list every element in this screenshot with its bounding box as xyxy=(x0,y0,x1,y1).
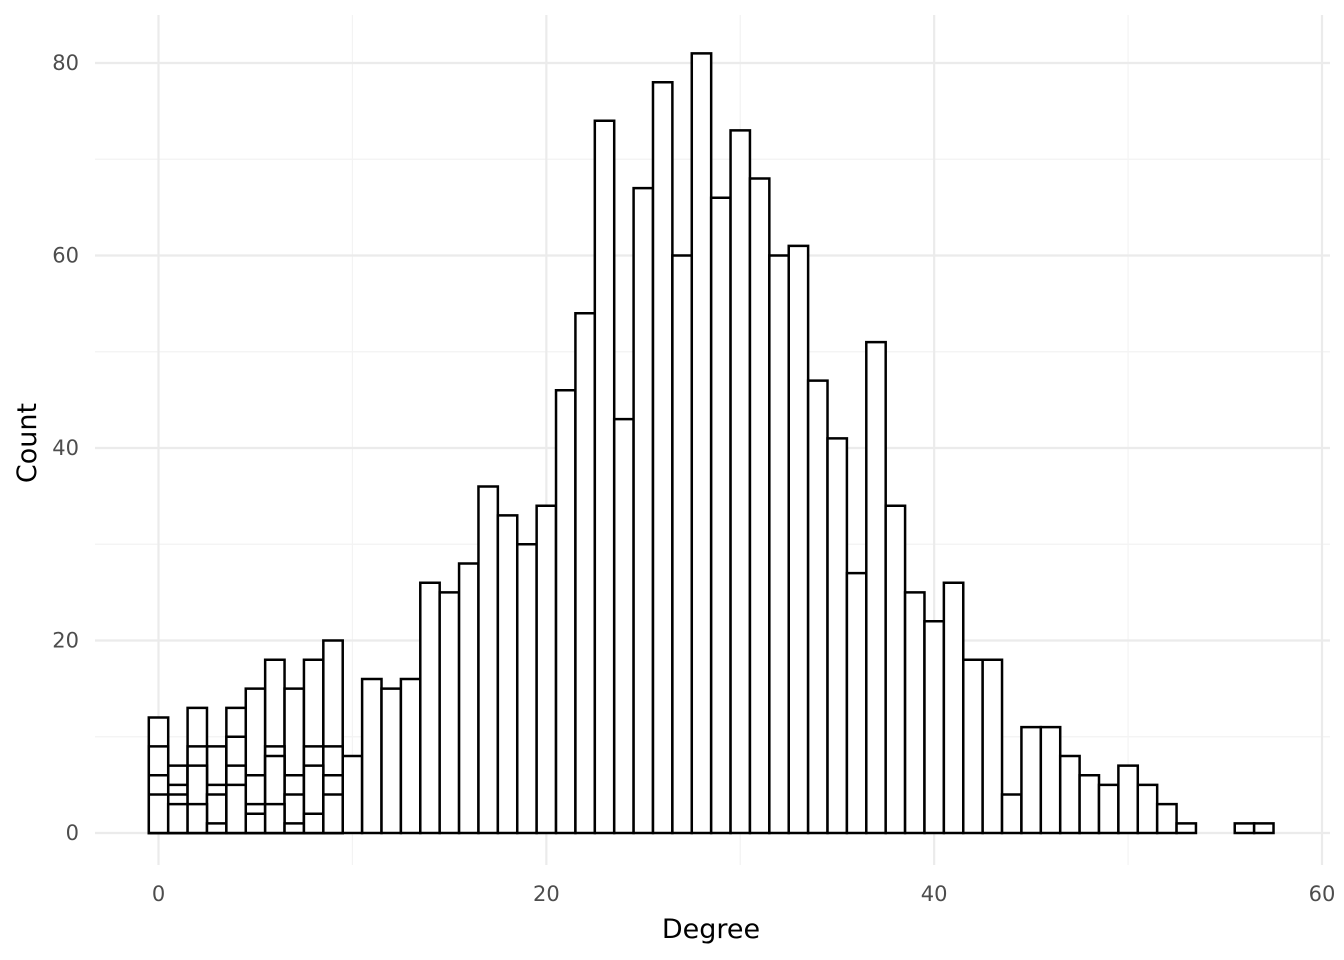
histogram-bar xyxy=(1078,774,1101,835)
x-tick-label: 0 xyxy=(152,882,165,906)
histogram-bar xyxy=(942,581,965,835)
histogram-bar xyxy=(1233,822,1256,835)
histogram-bar xyxy=(166,802,189,835)
histogram-bar xyxy=(1155,802,1178,835)
histogram-bar xyxy=(787,244,810,835)
x-tick-label: 20 xyxy=(533,882,560,906)
histogram-bar xyxy=(884,504,907,835)
histogram-bar xyxy=(845,571,868,835)
histogram-bar xyxy=(477,485,500,835)
histogram-bar xyxy=(1020,725,1043,835)
histogram-bar xyxy=(399,677,422,835)
histogram-bar xyxy=(283,822,306,835)
histogram-bar xyxy=(709,196,732,835)
histogram-bar xyxy=(981,658,1004,835)
histogram-bar xyxy=(263,802,286,835)
histogram-bar xyxy=(593,119,616,835)
histogram-bar xyxy=(496,514,519,835)
histogram-bar xyxy=(632,186,655,835)
histogram-bar xyxy=(380,687,403,835)
x-axis-title: Degree xyxy=(662,914,760,945)
histogram-bar xyxy=(419,581,441,835)
histogram-bar xyxy=(1000,793,1023,835)
histogram-bar xyxy=(1097,783,1120,835)
histogram-bar xyxy=(865,340,887,835)
x-tick-label: 40 xyxy=(921,882,948,906)
histogram-bar xyxy=(962,658,984,835)
histogram-bar xyxy=(341,754,364,835)
histogram-bar xyxy=(612,417,635,835)
histogram-bar xyxy=(515,543,538,835)
histogram-bar xyxy=(690,52,713,835)
histogram-bar xyxy=(1175,822,1198,835)
histogram-bar xyxy=(438,591,461,835)
histogram-bar xyxy=(302,812,325,835)
histogram-bar xyxy=(1058,754,1081,835)
histogram-bar xyxy=(651,81,674,835)
y-tick-label: 60 xyxy=(52,244,79,268)
histogram-bar xyxy=(903,591,926,835)
x-axis-ticks: 0 20 40 60 xyxy=(152,882,1336,906)
histogram-bar xyxy=(205,822,228,835)
histogram-bar xyxy=(748,177,771,835)
y-axis-title: Count xyxy=(12,403,43,483)
histogram-bar xyxy=(1117,764,1140,835)
y-tick-label: 40 xyxy=(52,436,79,460)
histogram-bar xyxy=(826,437,849,835)
histogram-bar xyxy=(322,793,344,835)
histogram-bar xyxy=(806,379,829,835)
y-axis-ticks: 0 20 40 60 80 xyxy=(52,51,79,845)
histogram-bar xyxy=(574,312,597,835)
histogram-bar xyxy=(1136,783,1159,835)
histogram-bar xyxy=(244,812,267,835)
histogram-bar xyxy=(225,783,248,835)
histogram-bar xyxy=(147,793,170,835)
histogram-bar xyxy=(768,254,790,835)
histogram-bar xyxy=(360,677,383,835)
histogram-bar xyxy=(923,620,946,835)
histogram-bars xyxy=(147,52,1275,835)
histogram-bar xyxy=(729,129,752,835)
histogram-bar xyxy=(1039,725,1062,835)
histogram-bar xyxy=(671,254,694,835)
histogram-bar xyxy=(186,802,209,835)
histogram-bar xyxy=(1252,822,1275,835)
y-tick-label: 80 xyxy=(52,51,79,75)
x-tick-label: 60 xyxy=(1309,882,1336,906)
y-tick-label: 0 xyxy=(66,821,79,845)
y-tick-label: 20 xyxy=(52,629,79,653)
histogram-bar xyxy=(554,389,577,835)
histogram-bar xyxy=(535,504,558,835)
histogram-bar xyxy=(457,562,480,835)
